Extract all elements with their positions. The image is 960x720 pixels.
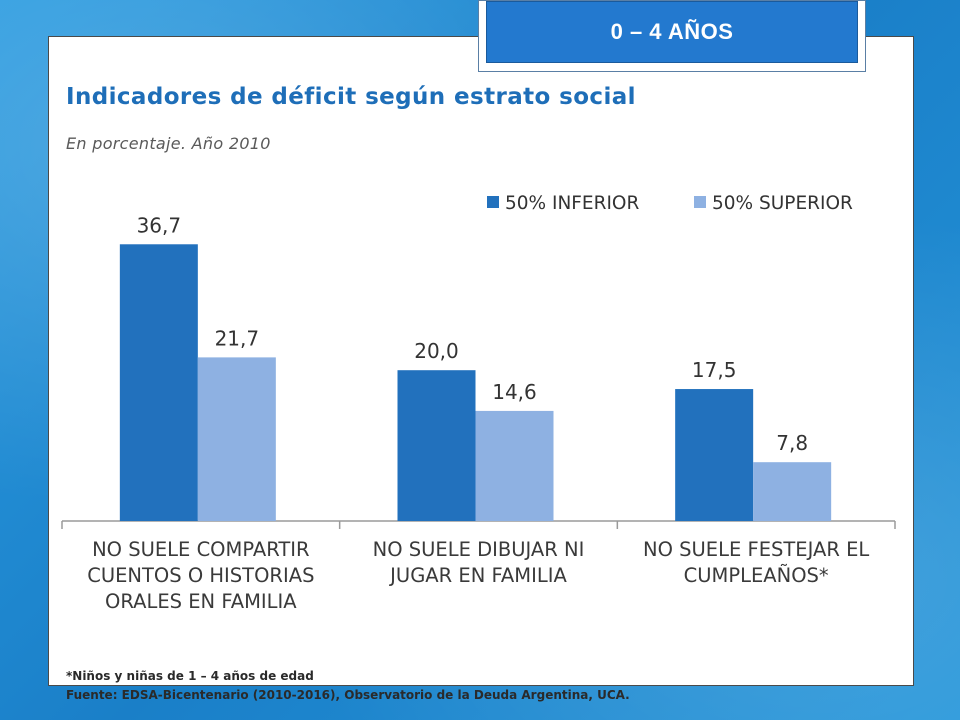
bar-superior xyxy=(475,410,554,521)
legend-swatch xyxy=(487,196,499,208)
age-tag-label: 0 – 4 AÑOS xyxy=(610,19,734,44)
bar-superior xyxy=(197,357,276,521)
age-tag-box: 0 – 4 AÑOS xyxy=(486,1,858,63)
chart-subtitle: En porcentaje. Año 2010 xyxy=(66,134,271,153)
category-label: NO SUELE DIBUJAR NI JUGAR EN FAMILIA xyxy=(340,537,618,589)
category-label-line: NO SUELE COMPARTIR xyxy=(92,538,310,561)
chart-title: Indicadores de déficit según estrato soc… xyxy=(66,84,636,110)
legend-label: 50% INFERIOR xyxy=(505,193,639,214)
footnote: *Niños y niñas de 1 – 4 años de edad xyxy=(66,669,314,683)
source-note: Fuente: EDSA-Bicentenario (2010-2016), O… xyxy=(66,688,630,702)
legend-label: 50% SUPERIOR xyxy=(712,193,853,214)
data-label: 14,6 xyxy=(492,380,537,404)
category-label-line: CUENTOS O HISTORIAS xyxy=(87,564,315,587)
data-label: 17,5 xyxy=(692,358,737,382)
category-label-line: CUMPLEAÑOS* xyxy=(683,564,829,587)
category-label-line: JUGAR EN FAMILIA xyxy=(390,564,567,587)
age-tag: 0 – 4 AÑOS xyxy=(478,0,866,72)
data-label: 7,8 xyxy=(776,431,808,455)
legend-swatch xyxy=(694,196,706,208)
data-label: 21,7 xyxy=(215,326,260,350)
data-label: 20,0 xyxy=(414,339,459,363)
bar-inferior xyxy=(675,389,754,521)
category-label-line: NO SUELE DIBUJAR NI xyxy=(372,538,585,561)
bar-superior xyxy=(753,462,832,521)
category-label: NO SUELE FESTEJAR EL CUMPLEAÑOS* xyxy=(617,537,895,589)
category-label-line: NO SUELE FESTEJAR EL xyxy=(642,538,870,561)
bar-inferior xyxy=(119,244,198,522)
category-label: NO SUELE COMPARTIR CUENTOS O HISTORIAS ORA… xyxy=(62,537,340,615)
data-label: 36,7 xyxy=(137,213,182,237)
bar-inferior xyxy=(397,370,476,521)
category-label-line: ORALES EN FAMILIA xyxy=(105,590,297,613)
